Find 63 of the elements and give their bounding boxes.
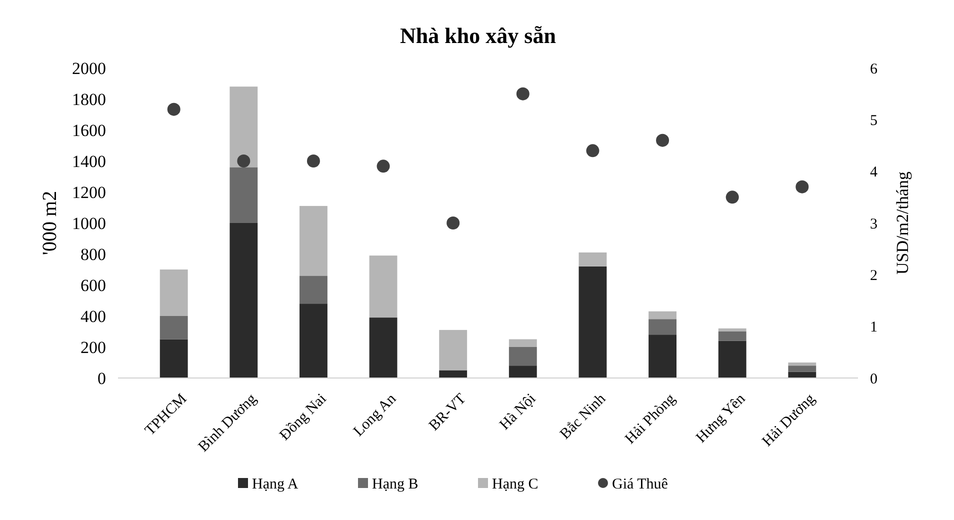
y-tick-label: 200	[80, 338, 106, 357]
bar	[578, 266, 607, 378]
bar	[439, 330, 468, 370]
bar	[230, 86, 258, 168]
y-tick-label: 1800	[72, 90, 106, 109]
bar	[160, 339, 188, 378]
bar	[369, 318, 398, 378]
bar	[300, 206, 328, 276]
bar	[578, 252, 607, 266]
point	[726, 190, 739, 204]
y-tick-label: 600	[80, 276, 106, 295]
bar	[508, 366, 537, 378]
bar	[230, 223, 258, 378]
y-tick-label: 1400	[72, 152, 106, 171]
y2-tick-label: 3	[870, 216, 878, 232]
point	[446, 216, 460, 230]
point	[237, 154, 250, 168]
bar	[160, 316, 188, 340]
y2-tick-label: 4	[870, 164, 878, 181]
bar	[439, 370, 468, 378]
y2-tick-label: 2	[870, 268, 878, 284]
y2-axis-title: USD/m2/tháng	[893, 171, 912, 274]
y2-tick-label: 0	[870, 371, 878, 388]
chart-title: Nhà kho xây sẵn	[400, 23, 556, 48]
y2-tick-label: 6	[870, 61, 878, 78]
point	[376, 160, 390, 173]
bar	[508, 347, 537, 366]
legend-label: Giá Thuê	[612, 476, 668, 492]
x-tick-label: Bắc Ninh	[557, 390, 610, 443]
bar	[300, 304, 328, 378]
y-tick-label: 1600	[72, 120, 106, 140]
bar	[718, 332, 746, 341]
bar	[369, 256, 398, 318]
bar	[648, 311, 676, 320]
point	[796, 180, 809, 194]
y-axis-title: '000 m2	[39, 190, 61, 256]
y-tick-label: 400	[80, 306, 106, 326]
y-tick-label: 1000	[72, 214, 106, 233]
y2-tick-label: 5	[870, 112, 878, 129]
bar	[718, 340, 746, 378]
bar	[718, 328, 746, 332]
x-tick-label: Hà Nội	[496, 390, 540, 434]
bar	[788, 362, 816, 366]
bar	[648, 334, 676, 378]
legend-label: Hạng A	[252, 476, 298, 492]
bar	[160, 270, 188, 316]
y-tick-label: 800	[80, 244, 106, 264]
y-tick-label: 2000	[72, 58, 106, 78]
point	[516, 87, 530, 100]
bar	[788, 366, 816, 372]
y-tick-label: 1200	[72, 182, 106, 202]
y2-tick-label: 1	[870, 320, 878, 336]
point	[306, 154, 320, 168]
bar	[508, 339, 537, 347]
bar	[230, 167, 258, 223]
y-tick-label: 0	[98, 368, 106, 388]
point	[656, 134, 670, 147]
bar	[648, 319, 676, 335]
point	[167, 102, 180, 116]
legend-label: Hạng C	[492, 476, 538, 492]
legend-label: Hạng B	[372, 476, 418, 492]
point	[586, 144, 600, 158]
bar	[300, 276, 328, 304]
